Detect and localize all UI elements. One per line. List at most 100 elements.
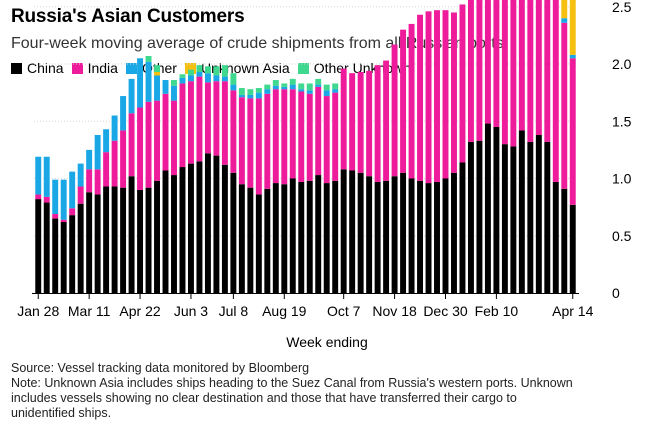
bar-segment-other [561, 18, 568, 23]
bar-segment-india [510, 0, 517, 147]
bar-segment-other [120, 96, 127, 131]
bar-segment-china [137, 189, 144, 293]
bar-segment-other [569, 54, 576, 59]
bar-segment-china [86, 192, 93, 293]
bar-segment-india [383, 60, 390, 181]
bar-segment-other-unknown [230, 73, 237, 85]
bar-segment-other-unknown [332, 83, 339, 90]
bar-segment-other-unknown [247, 89, 254, 95]
bar-segment-other [187, 75, 194, 82]
bar-segment-india [137, 107, 144, 190]
bar-segment-china [569, 204, 576, 293]
bar-segment-china [52, 218, 59, 293]
x-tick-label: Feb 10 [475, 303, 519, 319]
bar-segment-other-unknown [306, 83, 313, 91]
bar-segment-india [94, 169, 101, 195]
bar-segment-other [77, 163, 84, 187]
bar-segment-other-unknown [179, 74, 186, 78]
x-tick-label: Apr 22 [119, 303, 160, 319]
bar-segment-other-unknown [238, 88, 245, 95]
bar-segment-china [196, 161, 203, 293]
bar-segment-other [272, 85, 279, 90]
bar-segment-other [162, 80, 169, 94]
bar-segment-china [204, 153, 211, 293]
bar-segment-india [408, 23, 415, 179]
bar-segment-china [281, 184, 288, 293]
bar-segment-other-unknown [154, 65, 160, 73]
bar-segment-india [213, 81, 220, 156]
bar-segment-other [35, 156, 42, 195]
bar-segment-other [255, 92, 262, 99]
bar-segment-china [272, 183, 279, 293]
bar-segment-other [43, 156, 50, 197]
bar-segment-india [323, 96, 330, 184]
bar-segment-china [264, 188, 271, 293]
bar-segment-india [145, 101, 152, 188]
bar-segment-india [476, 0, 483, 141]
bar-segment-india [162, 93, 169, 171]
bar-segment-unknown-asia [154, 72, 160, 76]
legend-swatch-other [125, 62, 137, 74]
bar-segment-other [281, 86, 288, 90]
bar-segment-china [442, 178, 449, 293]
bar-segment-other [315, 84, 322, 87]
bar-segment-china [451, 172, 457, 293]
bar-segment-india [179, 83, 186, 168]
bar-segment-india [238, 97, 245, 185]
bar-segment-china [374, 181, 381, 293]
bar-segment-india [569, 58, 576, 205]
bar-segment-china [247, 187, 254, 293]
bar-segment-india [264, 93, 271, 189]
y-tick-label: 0 [612, 285, 620, 301]
bar-segment-india [120, 130, 127, 188]
bar-segment-india [459, 4, 466, 163]
chart-notes: Source: Vessel tracking data monitored b… [11, 361, 573, 421]
bar-segment-india [442, 10, 449, 179]
bar-segment-india [349, 73, 356, 171]
bar-segment-china [417, 180, 424, 293]
bar-segment-china [306, 180, 313, 293]
bar-segment-india [103, 152, 110, 187]
bar-segment-other [154, 75, 160, 101]
bar-segment-india [306, 93, 313, 181]
bar-segment-china [484, 123, 491, 293]
bar-segment-india [298, 91, 305, 182]
bar-segment-china [527, 141, 534, 293]
bar-segment-china [179, 167, 186, 293]
legend-swatch-india [71, 62, 83, 74]
bar-segment-other [52, 179, 59, 214]
bar-segment-china [103, 186, 110, 293]
bar-segment-india [221, 81, 228, 165]
bar-segment-china [467, 141, 474, 293]
bar-segment-other [289, 84, 296, 90]
bar-segment-india [86, 169, 93, 193]
source-note: Source: Vessel tracking data monitored b… [11, 361, 310, 375]
bar-segment-china [340, 169, 347, 293]
bar-segment-china [383, 180, 390, 293]
bar-segment-china [154, 180, 160, 293]
bar-segment-china [391, 176, 398, 293]
bar-segment-other-unknown [221, 65, 228, 77]
bar-segment-india [128, 113, 135, 177]
bar-segment-india [52, 213, 59, 219]
bar-segment-china [162, 170, 169, 293]
bar-segment-china [518, 130, 525, 293]
bar-segment-india [35, 194, 42, 200]
bar-segment-china [510, 146, 517, 293]
bar-segment-other [86, 149, 93, 170]
bar-segment-other [171, 85, 177, 101]
bar-segment-china [69, 215, 76, 293]
bar-segment-china [128, 176, 135, 293]
bar-segment-other [213, 75, 220, 82]
bar-segment-other [221, 76, 228, 82]
bar-segment-india [527, 0, 534, 142]
x-tick-label: Jun 3 [174, 303, 208, 319]
bar-segment-china [366, 176, 373, 293]
bar-segment-china [501, 144, 508, 293]
bar-segment-china [476, 140, 483, 293]
bar-segment-other [137, 58, 144, 108]
bar-segment-china [408, 178, 415, 293]
legend-item-india: India [71, 60, 118, 76]
bar-segment-india [289, 89, 296, 179]
